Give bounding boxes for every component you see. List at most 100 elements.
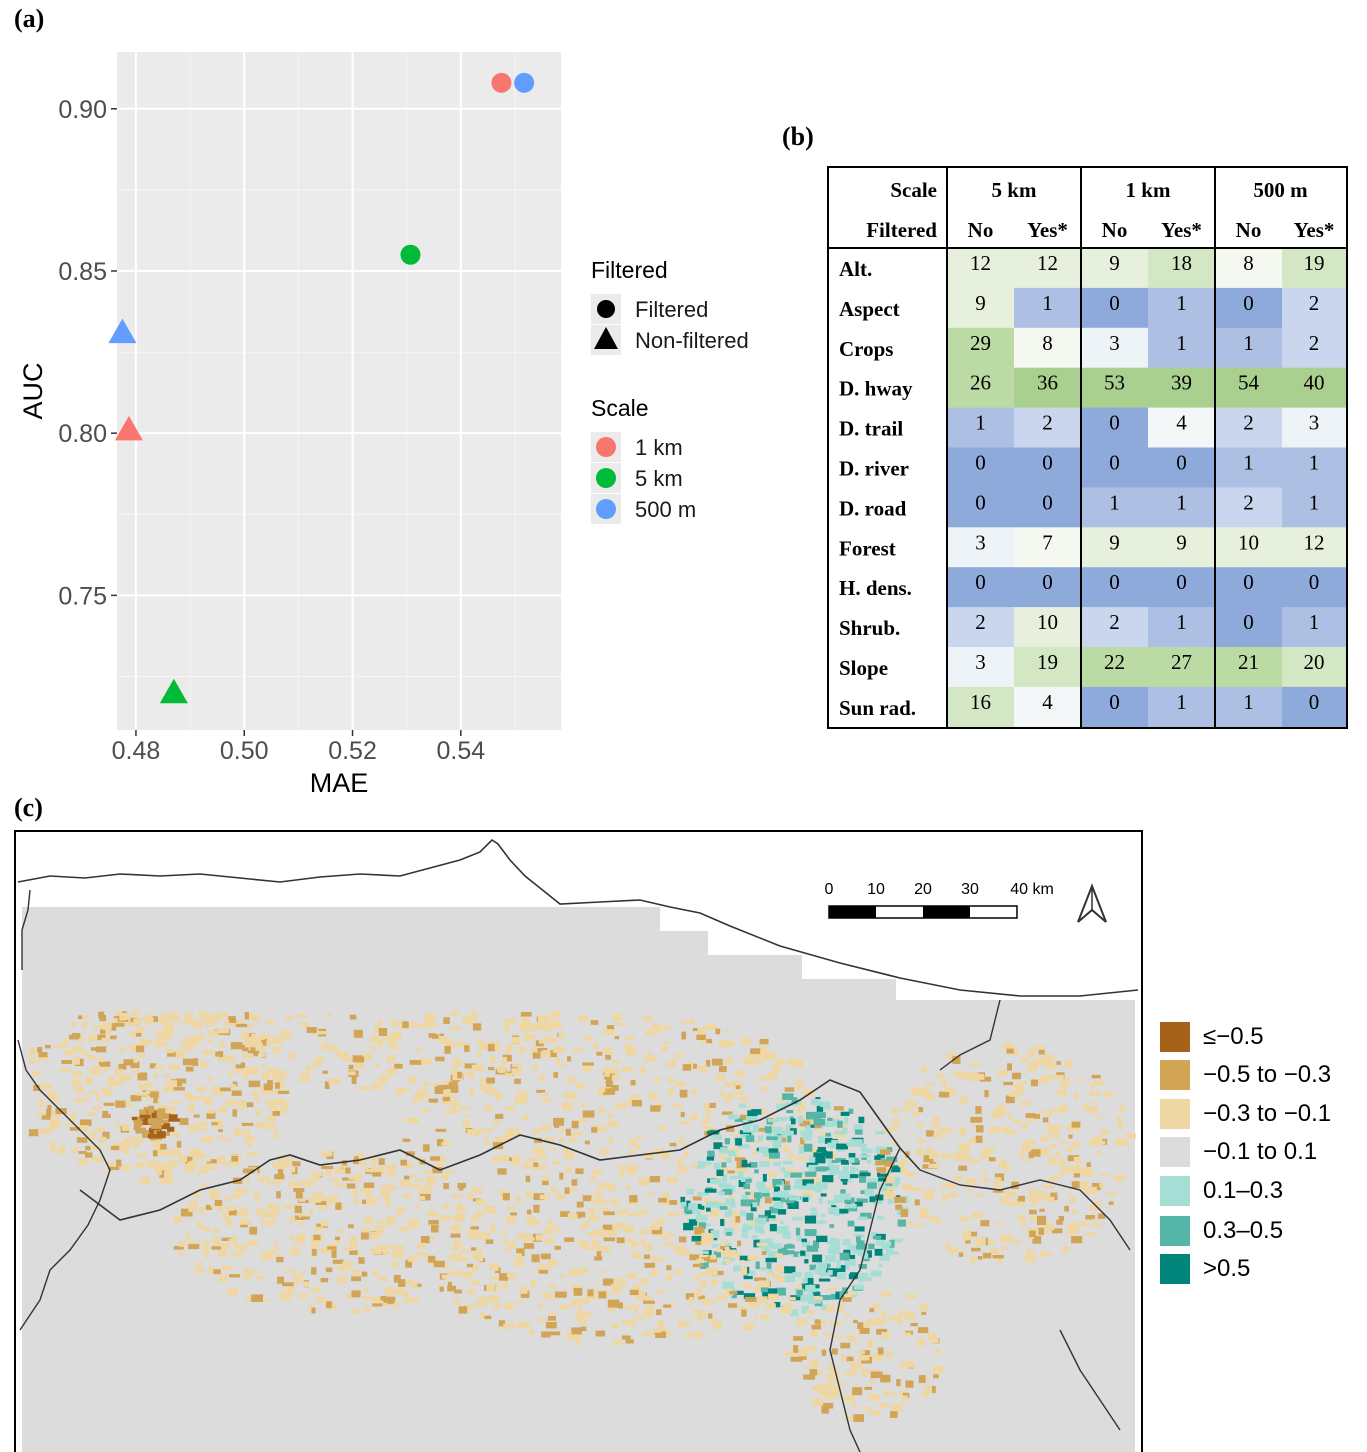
raster-patch	[802, 1278, 808, 1284]
raster-patch	[827, 1117, 833, 1121]
raster-patch	[255, 1042, 263, 1051]
raster-patch	[845, 1203, 857, 1209]
raster-patch	[102, 1113, 111, 1119]
raster-patch	[621, 1335, 631, 1340]
raster-patch	[1044, 1059, 1052, 1067]
raster-patch	[616, 1237, 625, 1244]
raster-patch	[381, 1077, 387, 1084]
raster-patch	[772, 1182, 780, 1188]
raster-patch	[1032, 1047, 1037, 1051]
raster-patch	[680, 1201, 687, 1209]
raster-patch	[814, 1187, 823, 1193]
raster-patch	[1085, 1215, 1096, 1220]
raster-patch	[754, 1217, 767, 1225]
raster-patch	[484, 1105, 492, 1112]
raster-patch	[692, 1209, 701, 1214]
raster-patch	[1089, 1085, 1094, 1090]
raster-patch	[275, 1253, 281, 1257]
map-legend-item: 0.3–0.5	[1160, 1216, 1283, 1246]
raster-patch	[231, 1236, 238, 1245]
raster-patch	[724, 1095, 729, 1104]
panel-label-c: (c)	[14, 793, 43, 822]
raster-patch	[158, 1125, 170, 1130]
raster-patch	[206, 1158, 212, 1162]
raster-patch	[146, 1082, 153, 1087]
raster-patch	[192, 1019, 199, 1026]
raster-patch	[705, 1201, 718, 1208]
raster-patch	[854, 1284, 864, 1290]
raster-patch	[374, 1225, 385, 1231]
raster-patch	[461, 1249, 470, 1253]
raster-patch	[667, 1211, 676, 1217]
raster-patch	[1042, 1117, 1049, 1123]
raster-patch	[760, 1314, 770, 1320]
raster-patch	[820, 1304, 828, 1310]
raster-patch	[650, 1105, 661, 1112]
difference-map: 0 10 20 30 40 km	[14, 830, 1143, 1452]
raster-patch	[146, 1095, 151, 1101]
raster-patch	[28, 1129, 39, 1137]
raster-patch	[296, 1233, 306, 1241]
raster-patch	[123, 1164, 131, 1172]
raster-patch	[754, 1169, 759, 1174]
raster-patch	[611, 1283, 619, 1292]
raster-patch	[889, 1239, 895, 1248]
raster-patch	[301, 1216, 310, 1220]
raster-patch	[728, 1193, 734, 1199]
raster-patch	[677, 1165, 688, 1174]
table-cell	[947, 248, 1014, 289]
raster-patch	[969, 1158, 980, 1164]
raster-patch	[137, 1017, 148, 1021]
raster-patch	[827, 1200, 835, 1205]
raster-patch	[69, 1114, 76, 1123]
raster-patch	[1008, 1200, 1020, 1207]
raster-patch	[1063, 1086, 1068, 1092]
map-legend-label: ≤−0.5	[1203, 1023, 1264, 1050]
raster-patch	[1116, 1116, 1122, 1123]
raster-patch	[610, 1198, 619, 1206]
raster-patch	[277, 1164, 286, 1173]
raster-patch	[1062, 1079, 1069, 1085]
raster-patch	[727, 1149, 735, 1154]
raster-patch	[520, 1097, 528, 1103]
table-cell-value: 20	[1304, 650, 1325, 674]
raster-patch	[761, 1085, 767, 1092]
raster-patch	[694, 1331, 701, 1339]
raster-patch	[95, 1046, 107, 1053]
raster-patch	[770, 1243, 782, 1249]
raster-patch	[232, 1109, 237, 1117]
data-point-1km-non-filtered	[114, 415, 143, 441]
raster-patch	[679, 1089, 688, 1098]
raster-patch	[847, 1220, 855, 1227]
raster-patch	[598, 1182, 607, 1190]
raster-patch	[428, 1098, 438, 1103]
raster-patch	[457, 1203, 463, 1212]
raster-patch	[547, 1316, 556, 1321]
raster-patch	[1039, 1208, 1045, 1212]
raster-patch	[450, 1105, 456, 1110]
raster-patch	[726, 1203, 732, 1208]
raster-patch	[846, 1141, 852, 1146]
raster-patch	[522, 1115, 529, 1120]
raster-patch	[417, 1094, 429, 1098]
raster-patch	[631, 1241, 640, 1247]
raster-patch	[777, 1190, 789, 1198]
raster-patch	[118, 1048, 125, 1053]
raster-patch	[613, 1278, 620, 1284]
raster-patch	[808, 1129, 813, 1138]
raster-patch	[552, 1161, 562, 1165]
raster-patch	[352, 1055, 363, 1063]
raster-patch	[208, 1266, 215, 1274]
raster-patch	[1046, 1124, 1058, 1132]
raster-patch	[783, 1146, 791, 1152]
raster-patch	[56, 1148, 63, 1155]
raster-patch	[249, 1226, 258, 1235]
raster-patch	[804, 1259, 809, 1264]
raster-patch	[595, 1246, 603, 1251]
table-cell	[947, 527, 1014, 568]
raster-patch	[749, 1053, 760, 1058]
data-point-5km-non-filtered	[159, 678, 188, 704]
raster-patch	[938, 1091, 950, 1098]
raster-patch	[993, 1182, 1000, 1190]
raster-patch	[355, 1153, 365, 1162]
